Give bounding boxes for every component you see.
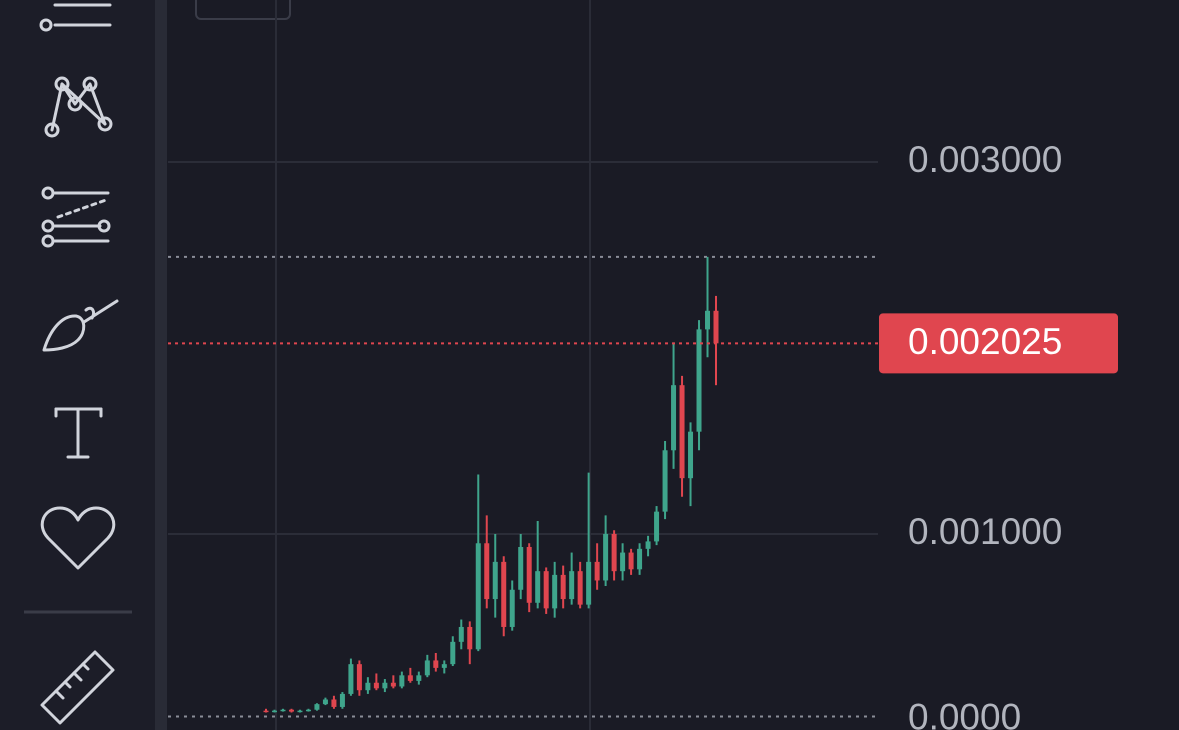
candle-body bbox=[543, 571, 549, 609]
candle-body bbox=[399, 675, 405, 687]
tool-favorite[interactable] bbox=[40, 506, 116, 570]
candle-body bbox=[348, 664, 354, 694]
candle-body bbox=[263, 710, 269, 713]
candle-body bbox=[560, 574, 566, 600]
candle-body bbox=[373, 682, 379, 689]
candle-body bbox=[416, 675, 422, 681]
candle-body bbox=[433, 660, 439, 668]
candle-body bbox=[501, 561, 507, 627]
candle-body bbox=[509, 589, 515, 627]
candle-body bbox=[271, 710, 277, 713]
tool-fib[interactable] bbox=[41, 186, 111, 248]
tool-brush[interactable] bbox=[42, 299, 119, 352]
toolbar-divider bbox=[155, 0, 167, 730]
candle-body bbox=[365, 682, 371, 691]
y-tick-label: 0.001000 bbox=[908, 511, 1062, 552]
candle-body bbox=[679, 385, 685, 479]
price-label-box bbox=[879, 313, 1118, 374]
candle-body bbox=[475, 543, 481, 650]
candle-body bbox=[620, 552, 626, 572]
time-grid bbox=[275, 0, 591, 730]
candle-body bbox=[594, 561, 600, 581]
candle-body bbox=[280, 709, 286, 712]
toolbar bbox=[0, 0, 157, 730]
candle-body bbox=[441, 664, 447, 668]
candle-body bbox=[713, 310, 719, 344]
candle-body bbox=[339, 693, 345, 707]
candle-body bbox=[628, 552, 634, 570]
candle-body bbox=[586, 561, 592, 605]
candle-body bbox=[637, 548, 643, 570]
candle-body bbox=[526, 546, 532, 603]
y-tick-label: 0.0000 bbox=[908, 697, 1021, 730]
candle-body bbox=[696, 329, 702, 432]
candle-body bbox=[288, 709, 294, 712]
candle-body bbox=[305, 709, 311, 712]
candle-body bbox=[467, 626, 473, 650]
candle-body bbox=[458, 626, 464, 642]
candle-body bbox=[662, 450, 668, 512]
tool-text[interactable] bbox=[54, 407, 103, 459]
candle-body bbox=[331, 699, 337, 707]
candle-body bbox=[314, 704, 320, 710]
control-box[interactable] bbox=[195, 0, 291, 20]
candle-body bbox=[322, 699, 328, 705]
tool-ruler[interactable] bbox=[40, 650, 115, 725]
candle-body bbox=[611, 533, 617, 572]
candle-body bbox=[603, 533, 609, 581]
candle-body bbox=[645, 541, 651, 549]
candle-body bbox=[577, 571, 583, 605]
candle-body bbox=[390, 682, 396, 687]
candle-body bbox=[407, 675, 413, 681]
candle-body bbox=[492, 561, 498, 600]
candle-body bbox=[382, 682, 388, 689]
candle-body bbox=[654, 511, 660, 542]
y-tick-label: 0.003000 bbox=[908, 139, 1062, 180]
candle-body bbox=[518, 546, 524, 590]
candle-body bbox=[424, 660, 430, 676]
candle-body bbox=[297, 710, 303, 713]
candle-body bbox=[569, 571, 575, 600]
candle-body bbox=[705, 310, 711, 330]
candle-body bbox=[552, 574, 558, 609]
candle-body bbox=[535, 571, 541, 603]
candle-body bbox=[356, 664, 362, 691]
tool-pattern[interactable] bbox=[44, 76, 113, 138]
tool-lines[interactable] bbox=[39, 3, 112, 32]
candle-body bbox=[688, 431, 694, 479]
candle-body bbox=[671, 385, 677, 451]
candle-body bbox=[484, 543, 490, 600]
candle-body bbox=[450, 641, 456, 665]
price-label: 0.002025 bbox=[908, 321, 1062, 362]
